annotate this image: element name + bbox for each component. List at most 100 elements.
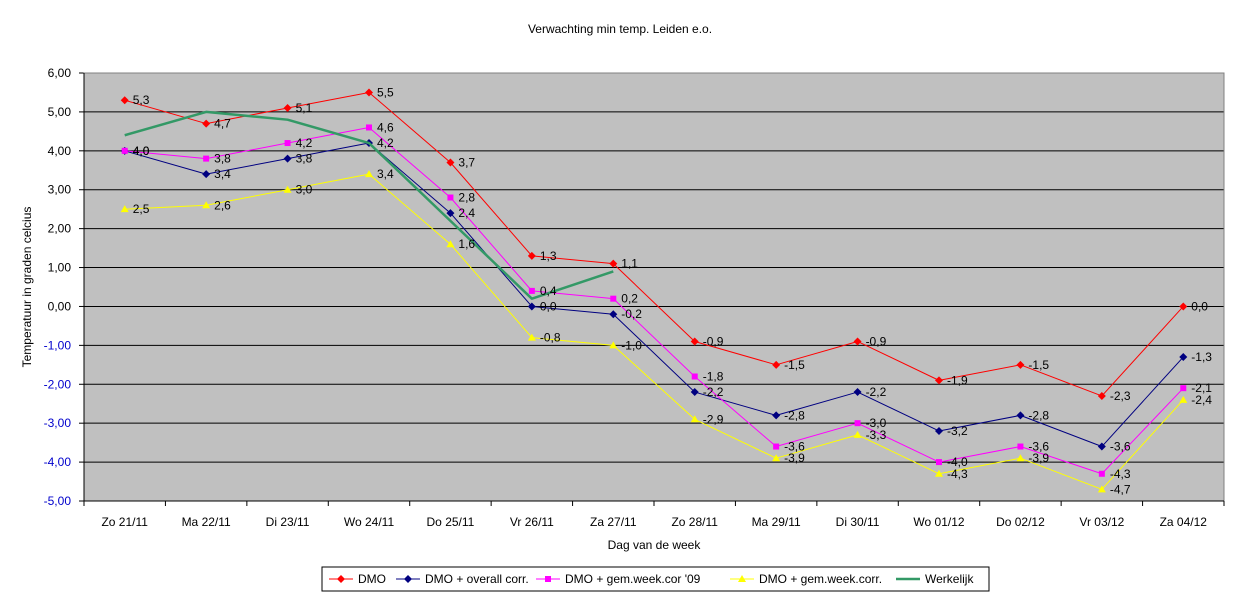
y-tick-label: 1,00 xyxy=(48,261,72,275)
data-point xyxy=(853,337,862,346)
y-tick-label: -2,00 xyxy=(44,377,72,391)
data-label: 4,7 xyxy=(214,117,231,131)
series-line xyxy=(124,126,1184,475)
data-point xyxy=(283,154,292,163)
x-tick-label: Za 27/11 xyxy=(590,515,637,529)
plot-background xyxy=(84,73,1224,501)
data-point xyxy=(773,443,780,450)
y-tick-label: 4,00 xyxy=(48,144,72,158)
data-label: 3,4 xyxy=(377,167,394,181)
data-point xyxy=(283,185,292,193)
data-label: 3,8 xyxy=(296,152,313,166)
data-point xyxy=(609,341,618,349)
data-label: 1,1 xyxy=(621,257,638,271)
data-point xyxy=(935,426,943,435)
data-point xyxy=(527,333,536,341)
data-label: 2,8 xyxy=(458,191,475,205)
data-point xyxy=(1180,385,1187,392)
data-point xyxy=(853,430,862,438)
data-label: 2,6 xyxy=(214,198,231,212)
data-point xyxy=(203,155,210,162)
y-tick-label: 5,00 xyxy=(48,105,72,119)
data-label: 3,8 xyxy=(214,152,231,166)
data-label: 5,5 xyxy=(377,85,394,99)
legend-marker xyxy=(545,576,551,582)
data-label: 4,2 xyxy=(377,136,394,150)
series-line xyxy=(124,91,1184,397)
data-point xyxy=(1016,454,1025,462)
data-point xyxy=(935,469,943,477)
series-group xyxy=(121,124,1187,477)
legend-label: DMO + overall corr. xyxy=(425,572,529,586)
chart-title: Verwachting min temp. Leiden e.o. xyxy=(528,22,712,36)
data-point xyxy=(609,310,618,319)
data-label: -4,0 xyxy=(947,455,968,469)
data-point xyxy=(936,459,942,466)
y-tick-label: -1,00 xyxy=(44,338,72,352)
data-point xyxy=(1016,360,1025,369)
data-label: 5,3 xyxy=(133,93,150,107)
data-label: 3,7 xyxy=(458,155,475,169)
legend-label: Werkelijk xyxy=(925,572,974,586)
series-line xyxy=(124,173,1184,490)
data-point xyxy=(121,147,128,154)
x-tick-label: Wo 24/11 xyxy=(344,515,395,529)
data-point xyxy=(772,411,781,420)
data-label: -2,8 xyxy=(1028,408,1049,422)
data-point xyxy=(1179,395,1188,403)
data-label: -3,0 xyxy=(866,416,887,430)
data-point xyxy=(447,194,454,201)
data-point xyxy=(854,420,861,427)
data-label: 3,4 xyxy=(214,167,231,181)
plot-area-group: 6,00 5,00 4,00 3,00 2,00 1,00 0,00 -1,00 -2,00 -3… xyxy=(44,66,1225,529)
data-point xyxy=(1017,443,1024,450)
data-point xyxy=(1097,442,1106,451)
data-label: 2,5 xyxy=(133,202,150,216)
data-label: -1,0 xyxy=(621,338,642,352)
data-point xyxy=(1179,302,1188,311)
data-label: 0,4 xyxy=(540,284,557,298)
legend-label: DMO xyxy=(358,572,386,586)
x-tick-label: Zo 28/11 xyxy=(671,515,718,529)
x-tick-label: Ma 22/11 xyxy=(182,515,231,529)
x-tick-label: Za 04/12 xyxy=(1160,515,1208,529)
x-tick-label: Vr 03/12 xyxy=(1079,515,1124,529)
data-point xyxy=(202,201,211,209)
series-group xyxy=(120,88,1188,400)
data-point xyxy=(772,454,781,462)
x-tick-label: Do 25/11 xyxy=(427,515,475,529)
data-point xyxy=(202,119,211,128)
data-point xyxy=(610,295,617,302)
series-line xyxy=(124,142,1184,448)
data-label: -3,2 xyxy=(947,424,968,438)
data-point xyxy=(690,388,699,397)
data-label: -3,6 xyxy=(1028,440,1049,454)
x-tick-label: Di 23/11 xyxy=(266,515,310,529)
data-point xyxy=(446,209,455,218)
data-label: -3,9 xyxy=(784,451,805,465)
data-label: -3,3 xyxy=(866,428,887,442)
legend-marker xyxy=(738,575,746,582)
data-point xyxy=(284,140,291,147)
data-point xyxy=(446,240,455,248)
data-label: 0,0 xyxy=(540,299,557,313)
data-point xyxy=(1179,353,1188,362)
data-label: -2,9 xyxy=(703,412,724,426)
x-tick-label: Do 02/12 xyxy=(996,515,1045,529)
data-point xyxy=(528,287,535,294)
y-tick-label: -5,00 xyxy=(44,494,72,508)
data-point xyxy=(1097,391,1106,400)
data-label: 4,0 xyxy=(133,144,150,158)
legend-label: DMO + gem.week.cor '09 xyxy=(565,572,701,586)
data-point xyxy=(202,170,211,179)
data-label: 1,6 xyxy=(458,237,475,251)
data-label: -1,3 xyxy=(1191,350,1212,364)
data-point xyxy=(772,360,781,369)
x-tick-label: Vr 26/11 xyxy=(510,515,554,529)
y-tick-label: -4,00 xyxy=(44,455,72,469)
data-label: -3,9 xyxy=(1028,451,1049,465)
data-label: 0,2 xyxy=(621,292,638,306)
data-point xyxy=(527,251,536,260)
data-point xyxy=(935,376,943,385)
